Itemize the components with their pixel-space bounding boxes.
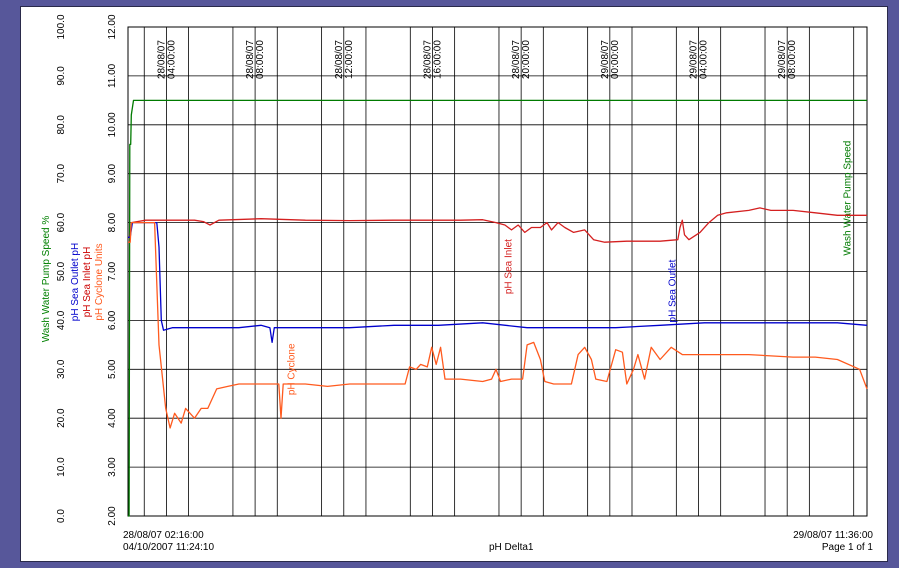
- ph-axis-title: pH Cyclone Units: [94, 243, 105, 320]
- percent-axis-title-part: Wash Water Pump Speed: [41, 227, 52, 342]
- ph-axis-title: pH Sea Inlet pH: [82, 247, 93, 318]
- chart-canvas: 2.00 3.00 4.00 5.00 6.00 7.00 8.00 9.00 10.00 11.…: [41, 14, 868, 526]
- ph-axis-title-part: pH Sea Inlet: [82, 262, 93, 317]
- x-tick-date: 28/08/07: [511, 40, 522, 79]
- percent-tick-label: 70.0: [56, 164, 67, 184]
- ph-tick-label: 7.00: [107, 261, 118, 281]
- percent-axis-title: Wash Water Pump Speed %: [41, 216, 52, 343]
- percent-tick-label: 50.0: [56, 261, 67, 281]
- ph-axis-title-part: Units: [94, 243, 105, 269]
- ph-tick-label: 2.00: [107, 506, 118, 526]
- x-tick-time: 16:00:00: [432, 40, 443, 79]
- percent-tick-label: 90.0: [56, 66, 67, 86]
- ph-tick-label: 10.00: [107, 112, 118, 137]
- ph-tick-label: 9.00: [107, 164, 118, 184]
- percent-tick-label: 80.0: [56, 115, 67, 135]
- ph-axis-title-part: pH: [82, 247, 93, 263]
- x-tick-time: 08:00:00: [787, 40, 798, 79]
- series-label: pH Sea Outlet: [668, 259, 679, 322]
- footer-start-datetime: 28/08/07 02:16:00: [123, 530, 204, 541]
- series-line-ph-cyclone: [128, 221, 868, 429]
- percent-tick-label: 40.0: [56, 310, 67, 330]
- series-label: Wash Water Pump Speed: [843, 141, 854, 256]
- x-tick-date: 29/08/07: [689, 40, 700, 79]
- percent-tick-label: 20.0: [56, 408, 67, 428]
- percent-axis-title-part: %: [41, 216, 52, 228]
- x-tick-date: 28/08/07: [156, 40, 167, 79]
- percent-tick-label: 100.0: [56, 14, 67, 39]
- ph-tick-label: 5.00: [107, 359, 118, 379]
- x-tick-date: 28/08/07: [422, 40, 433, 79]
- series-line-wash-water-pump-speed: [128, 99, 867, 517]
- x-tick-time: 00:00:00: [610, 40, 621, 79]
- x-tick-date: 28/08/07: [245, 40, 256, 79]
- ph-tick-label: 3.00: [107, 457, 118, 477]
- ph-axis-title: pH Sea Outlet pH: [70, 243, 81, 321]
- x-tick-time: 08:00:00: [255, 40, 266, 79]
- series-label: pH Cyclone: [286, 343, 297, 395]
- ph-axis-title-part: pH: [70, 243, 81, 259]
- x-tick-time: 04:00:00: [699, 40, 710, 79]
- x-tick-time: 04:00:00: [166, 40, 177, 79]
- footer-end-datetime: 29/08/07 11:36:00: [793, 530, 873, 541]
- percent-tick-label: 10.0: [56, 457, 67, 477]
- x-tick-date: 29/08/07: [777, 40, 788, 79]
- x-tick-time: 20:00:00: [521, 40, 532, 79]
- ph-tick-label: 6.00: [107, 310, 118, 330]
- ph-tick-label: 12.00: [107, 14, 118, 39]
- x-tick-date: 29/08/07: [600, 40, 611, 79]
- ph-axis-title-part: pH Sea Outlet: [70, 258, 81, 321]
- x-tick-date: 28/08/07: [334, 40, 345, 79]
- percent-tick-label: 60.0: [56, 212, 67, 232]
- footer-page-number: Page 1 of 1: [821, 542, 873, 553]
- percent-tick-label: 0.0: [56, 509, 67, 523]
- series-line-ph-sea-inlet: [128, 207, 867, 243]
- ph-tick-label: 4.00: [107, 408, 118, 428]
- chart-page: 2.00 3.00 4.00 5.00 6.00 7.00 8.00 9.00 10.00 11.…: [20, 6, 888, 562]
- series-label: pH Sea Inlet: [504, 239, 515, 294]
- ph-tick-label: 11.00: [107, 63, 118, 88]
- ph-tick-label: 8.00: [107, 212, 118, 232]
- ph-axis-title-part: pH Cyclone: [94, 269, 105, 321]
- x-tick-time: 12:00:00: [344, 40, 355, 79]
- series-line-ph-sea-outlet: [128, 221, 868, 344]
- footer-title: pH Delta1: [489, 542, 534, 553]
- footer-print-datetime: 04/10/2007 11:24:10: [123, 542, 215, 553]
- percent-tick-label: 30.0: [56, 359, 67, 379]
